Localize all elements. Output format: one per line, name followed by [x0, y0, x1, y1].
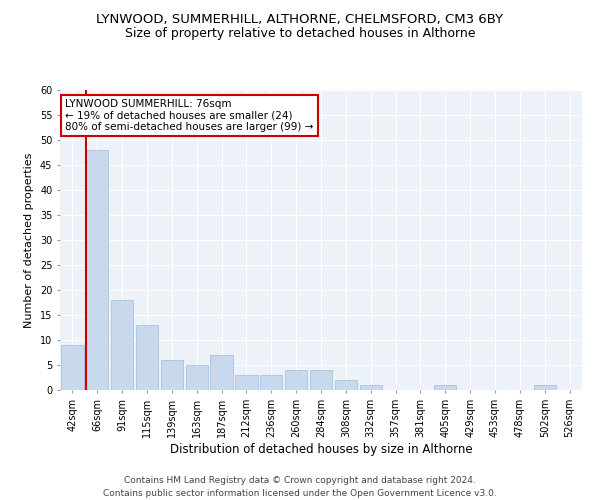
- Bar: [235, 375, 257, 390]
- X-axis label: Distribution of detached houses by size in Althorne: Distribution of detached houses by size …: [170, 442, 472, 456]
- Bar: [335, 380, 357, 390]
- Bar: [111, 300, 133, 390]
- Bar: [533, 385, 556, 390]
- Bar: [310, 370, 332, 390]
- Text: LYNWOOD, SUMMERHILL, ALTHORNE, CHELMSFORD, CM3 6BY: LYNWOOD, SUMMERHILL, ALTHORNE, CHELMSFOR…: [97, 12, 503, 26]
- Bar: [359, 385, 382, 390]
- Text: LYNWOOD SUMMERHILL: 76sqm
← 19% of detached houses are smaller (24)
80% of semi-: LYNWOOD SUMMERHILL: 76sqm ← 19% of detac…: [65, 99, 314, 132]
- Bar: [86, 150, 109, 390]
- Y-axis label: Number of detached properties: Number of detached properties: [25, 152, 34, 328]
- Bar: [285, 370, 307, 390]
- Bar: [434, 385, 457, 390]
- Bar: [161, 360, 183, 390]
- Bar: [136, 325, 158, 390]
- Text: Contains HM Land Registry data © Crown copyright and database right 2024.
Contai: Contains HM Land Registry data © Crown c…: [103, 476, 497, 498]
- Bar: [185, 365, 208, 390]
- Bar: [211, 355, 233, 390]
- Bar: [260, 375, 283, 390]
- Bar: [61, 345, 83, 390]
- Text: Size of property relative to detached houses in Althorne: Size of property relative to detached ho…: [125, 28, 475, 40]
